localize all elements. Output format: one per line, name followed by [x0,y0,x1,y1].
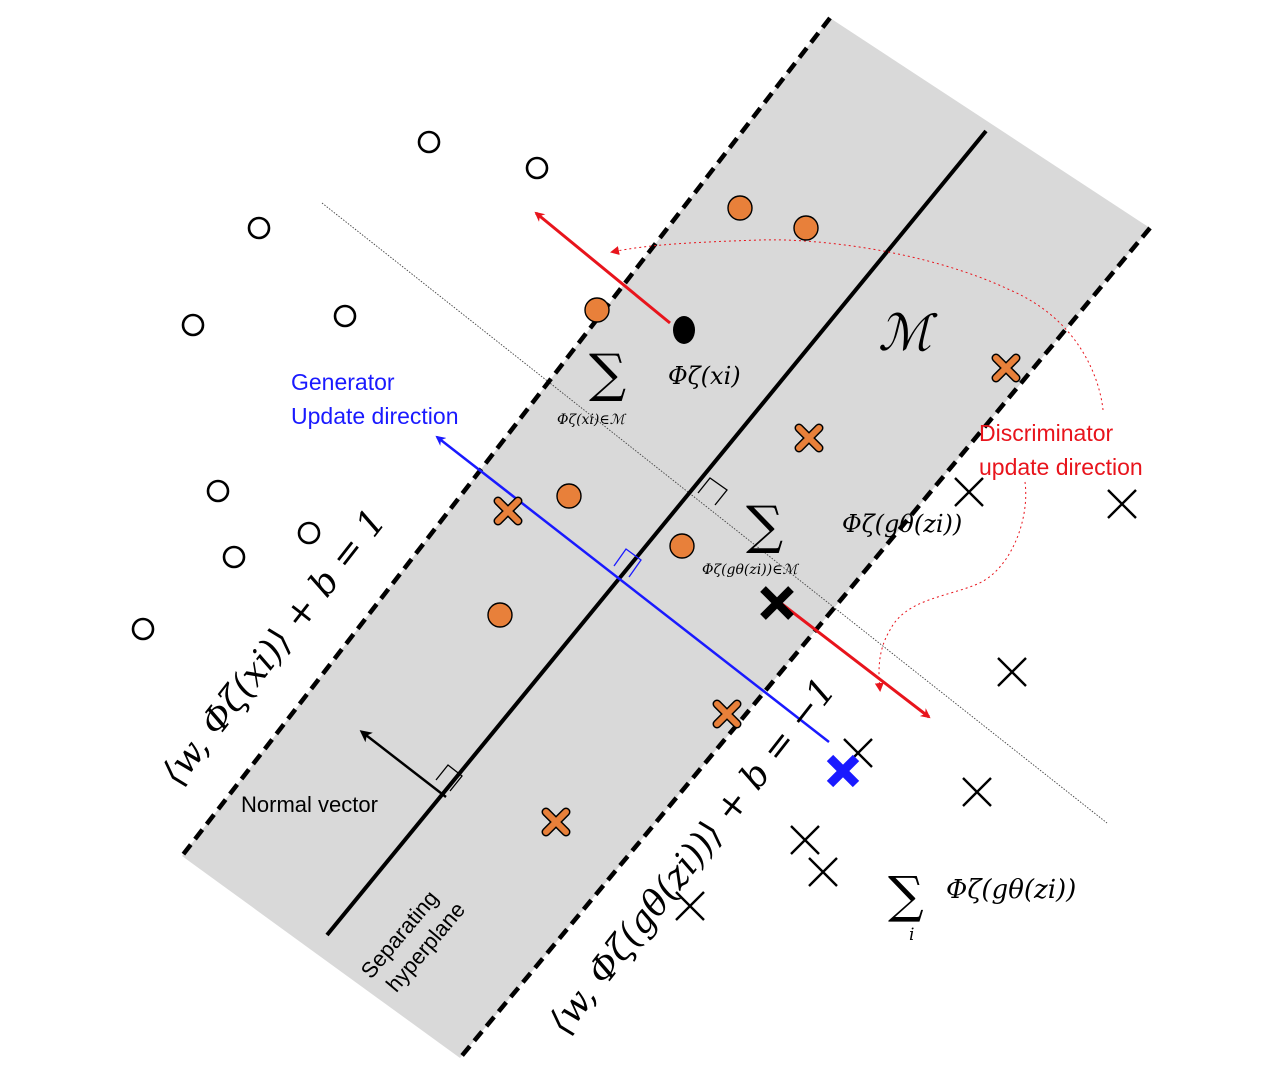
open-circle [247,216,271,240]
svg-text:Discriminator: Discriminator [979,420,1114,446]
right-angle-marker-normal [435,764,463,792]
generated-mean-label: Φζ(gθ(zi)) [842,510,962,538]
orange-cross [794,423,824,453]
thin-cross [997,657,1027,687]
manifold-symbol: ℳ [878,304,938,362]
real-mean-label: Φζ(xi) [668,362,741,390]
open-circle [206,479,230,503]
open-circle [222,545,246,569]
sum-real-symbol: ∑ [589,344,626,404]
real-mean-point [673,316,695,344]
thin-cross [962,777,992,807]
sum-real-subscript: Φζ(xi)∈ℳ [557,412,627,428]
open-circle [417,130,441,154]
svg-text:update direction: update direction [979,454,1143,480]
thin-cross [808,857,838,887]
generator-update-arrow [435,435,830,743]
orange-cross [712,699,742,729]
lower-margin-line [458,226,1152,1060]
sum-generated-subscript: Φζ(gθ(zi))∈ℳ [702,562,800,578]
open-circle [525,156,549,180]
right-angle-marker-top [697,477,728,506]
discriminator-label-line2: update direction [979,454,1143,480]
orange-circle [793,215,819,241]
generator-label-line2: Update direction [291,403,459,429]
svg-text:Update direction: Update direction [291,403,459,429]
generated-overall-mean-cross [826,754,860,788]
sum-all-symbol: ∑ [888,866,924,924]
thin-cross [1107,489,1137,519]
orange-cross [541,807,571,837]
open-circle [333,304,357,328]
orange-cross [493,496,523,526]
thin-cross [790,825,820,855]
real-samples-outside [131,130,549,641]
orange-circle [669,533,695,559]
thin-cross [954,477,984,507]
generated-samples-in-band [493,353,1021,837]
open-circle [297,521,321,545]
orange-cross [991,353,1021,383]
sum-generated-symbol: ∑ [746,496,783,556]
discriminator-arrow-upper [534,211,671,325]
normal-vector-label: Normal vector [241,792,378,817]
discriminator-label-line1: Discriminator [979,420,1114,446]
real-samples-in-band [487,195,819,628]
generator-label-line1: Generator [291,369,395,395]
normal-vector-arrow [359,730,447,798]
sum-all-subscript: i [909,925,914,945]
orange-circle [727,195,753,221]
orange-circle [556,483,582,509]
orange-circle [487,602,513,628]
open-circle [131,617,155,641]
svg-text:Generator: Generator [291,369,395,395]
separating-hyperplane [325,129,988,937]
upper-margin-line [180,16,832,858]
generated-mean-cross [760,586,794,620]
margin-band [182,18,1150,1058]
right-angle-marker-generator [613,548,642,578]
orange-circle [584,297,610,323]
thin-cross [675,891,705,921]
discriminator-arrow-lower [777,599,931,719]
sum-all-term: Φζ(gθ(zi)) [946,875,1076,905]
open-circle [181,313,205,337]
